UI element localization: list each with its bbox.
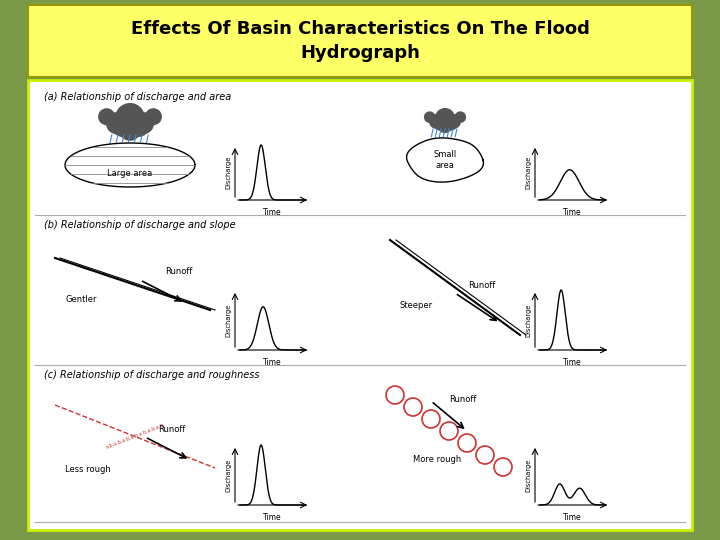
Text: Steeper: Steeper: [400, 300, 433, 309]
Text: Runoff: Runoff: [449, 395, 477, 403]
Text: Less rough: Less rough: [65, 465, 111, 475]
Text: Discharge: Discharge: [525, 458, 531, 492]
Text: Time: Time: [563, 513, 582, 522]
Text: Runoff: Runoff: [165, 267, 192, 276]
Circle shape: [120, 119, 140, 140]
Circle shape: [455, 112, 465, 122]
Polygon shape: [65, 143, 195, 187]
Circle shape: [145, 109, 161, 125]
Circle shape: [425, 112, 435, 122]
Circle shape: [436, 109, 454, 127]
Text: Discharge: Discharge: [225, 458, 231, 492]
Text: (c) Relationship of discharge and roughness: (c) Relationship of discharge and roughn…: [44, 370, 259, 380]
Text: Discharge: Discharge: [225, 156, 231, 189]
Circle shape: [107, 113, 127, 133]
Circle shape: [113, 118, 131, 136]
Text: Discharge: Discharge: [525, 303, 531, 336]
Text: Runoff: Runoff: [468, 280, 495, 289]
Circle shape: [430, 114, 444, 128]
Bar: [28, 5, 692, 77]
Circle shape: [445, 118, 457, 130]
Circle shape: [116, 104, 144, 132]
Text: a.b.a.b.a.b.a.b.a.b.a.b.a.b: a.b.a.b.a.b.a.b.a.b.a.b.a.b: [105, 423, 165, 450]
Text: Time: Time: [264, 208, 282, 217]
Text: Effects Of Basin Characteristics On The Flood
Hydrograph: Effects Of Basin Characteristics On The …: [130, 20, 590, 62]
Text: More rough: More rough: [413, 456, 462, 464]
Circle shape: [446, 114, 460, 128]
Text: Time: Time: [264, 358, 282, 367]
Text: Discharge: Discharge: [225, 303, 231, 336]
Circle shape: [438, 119, 452, 132]
Bar: [28, 80, 692, 530]
Circle shape: [434, 118, 446, 130]
Circle shape: [130, 118, 148, 136]
Text: Large area: Large area: [107, 168, 153, 178]
Text: (a) Relationship of discharge and area: (a) Relationship of discharge and area: [44, 92, 231, 102]
Text: Time: Time: [563, 358, 582, 367]
Text: Time: Time: [563, 208, 582, 217]
Text: Gentler: Gentler: [65, 295, 96, 305]
Text: Discharge: Discharge: [525, 156, 531, 189]
Text: Time: Time: [264, 513, 282, 522]
Circle shape: [99, 109, 114, 125]
Text: Runoff: Runoff: [158, 426, 185, 435]
Circle shape: [132, 113, 153, 133]
Text: (b) Relationship of discharge and slope: (b) Relationship of discharge and slope: [44, 220, 235, 230]
Text: Small
area: Small area: [433, 150, 456, 170]
